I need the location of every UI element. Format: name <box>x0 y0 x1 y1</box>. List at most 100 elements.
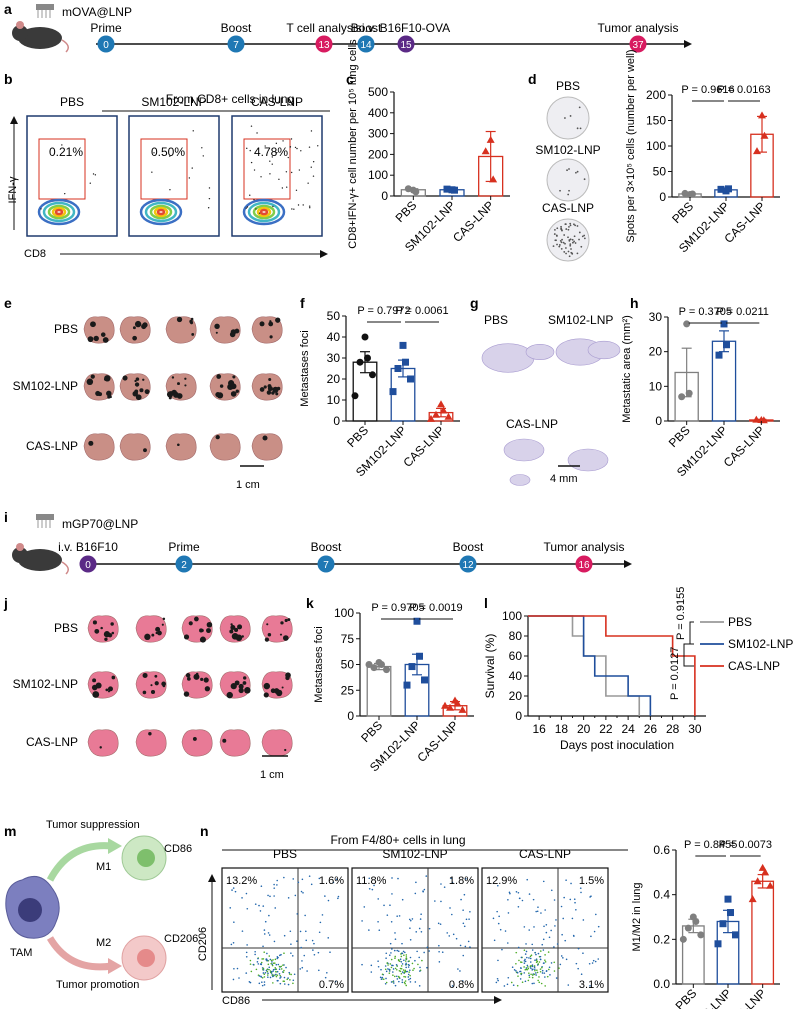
flow-dot <box>513 969 516 971</box>
flow-dot <box>449 907 451 909</box>
flow-dot <box>253 199 255 201</box>
metastasis-spot <box>142 378 145 381</box>
flow-dot <box>415 931 418 933</box>
panel-letter-m: m <box>4 823 16 839</box>
metastasis-spot <box>215 392 221 398</box>
metastasis-spot <box>134 382 140 387</box>
flow-dot <box>590 935 592 938</box>
data-point <box>758 111 766 119</box>
flow-dot <box>549 974 551 976</box>
data-point <box>432 410 440 418</box>
flow-dot <box>558 967 560 969</box>
flow-dot <box>324 976 327 979</box>
flow-dot <box>263 951 266 953</box>
lung-lobe <box>119 433 151 461</box>
flow-dot <box>192 130 194 132</box>
flow-dot <box>497 959 499 962</box>
flow-dot <box>428 927 431 930</box>
flow-dot <box>268 968 270 971</box>
flow-dot <box>361 963 363 966</box>
data-point <box>351 392 359 400</box>
flow-dot <box>550 962 553 964</box>
p-value: P = 0.9616 <box>681 84 734 96</box>
flow-dot <box>260 176 262 178</box>
panel-b: From CD8+ cells in lung PBS 0.21% SM102-LN… <box>7 92 330 260</box>
metastasis-spot <box>268 378 272 382</box>
data-point <box>458 705 467 713</box>
flow-dot <box>465 918 468 921</box>
flow-dot <box>283 934 286 937</box>
flow-dot <box>400 961 403 963</box>
flow-dot <box>446 932 449 934</box>
flow-dot <box>296 940 298 942</box>
flow-dot <box>561 933 563 936</box>
flow-dot <box>317 951 320 954</box>
y-tick-label: 10 <box>327 393 341 407</box>
flow-dot <box>306 970 308 972</box>
data-point <box>437 400 445 408</box>
flow-dot <box>459 970 461 972</box>
elispot-spot <box>578 106 581 109</box>
flow-dot <box>371 888 374 891</box>
flow-dot <box>269 160 271 162</box>
flow-dot <box>534 968 536 970</box>
elispot-spot <box>556 243 558 246</box>
flow-dot <box>262 969 265 971</box>
y-tick-label: 500 <box>368 85 388 99</box>
quadrant-pct: 12.9% <box>486 875 517 887</box>
panel-letter-f: f <box>300 295 305 311</box>
flow-dot <box>263 984 266 986</box>
flow-dot <box>318 931 321 934</box>
flow-dot <box>450 877 452 880</box>
density-contour <box>153 206 169 218</box>
flow-dot <box>517 975 519 977</box>
data-point <box>407 375 414 383</box>
data-point <box>413 617 421 625</box>
flow-dot <box>290 138 293 140</box>
flow-dot <box>577 967 579 970</box>
flow-dot <box>268 934 271 936</box>
scale-g: 4 mm <box>550 473 578 485</box>
flow-dot <box>493 939 496 942</box>
flow-dot <box>416 950 418 953</box>
data-point <box>714 940 722 948</box>
flow-dot <box>409 956 412 959</box>
flow-dot <box>394 932 396 934</box>
flow-dot <box>299 930 302 933</box>
flow-dot <box>530 954 533 957</box>
flow-dot <box>533 965 536 967</box>
metastasis-spot <box>135 394 142 401</box>
flow-dot <box>301 966 304 969</box>
flow-dot <box>504 930 507 932</box>
flow-dot <box>404 960 407 962</box>
flow-dot <box>417 963 419 966</box>
flow-dot <box>393 975 396 978</box>
flow-dot <box>518 897 521 900</box>
flow-dot <box>548 966 551 969</box>
flow-dot <box>544 954 546 956</box>
lung-lobe <box>261 671 293 699</box>
flow-dot <box>94 174 97 176</box>
flow-dot <box>246 147 248 150</box>
p-value: P = 0.0127 <box>669 647 681 700</box>
flow-dot <box>530 973 532 976</box>
flow-dot <box>398 976 400 979</box>
y-tick-label: 200 <box>646 88 666 102</box>
flow-dot <box>542 880 545 883</box>
flow-dot <box>418 956 421 959</box>
flow-dot <box>384 965 387 967</box>
flow-dot <box>523 966 525 968</box>
flow-dot <box>535 953 537 956</box>
metastasis-spot <box>192 737 197 741</box>
legend-label: PBS <box>728 615 752 629</box>
flow-plot-frame <box>221 867 349 993</box>
flow-dot <box>266 952 268 955</box>
flow-dot <box>401 952 403 955</box>
elispot-spot <box>565 252 567 255</box>
flow-dot <box>394 955 397 958</box>
flow-dot <box>419 966 421 969</box>
flow-dot <box>388 954 391 956</box>
metastasis-spot <box>171 376 175 379</box>
y-tick-label: 0 <box>659 190 666 204</box>
flow-dot <box>506 983 509 986</box>
